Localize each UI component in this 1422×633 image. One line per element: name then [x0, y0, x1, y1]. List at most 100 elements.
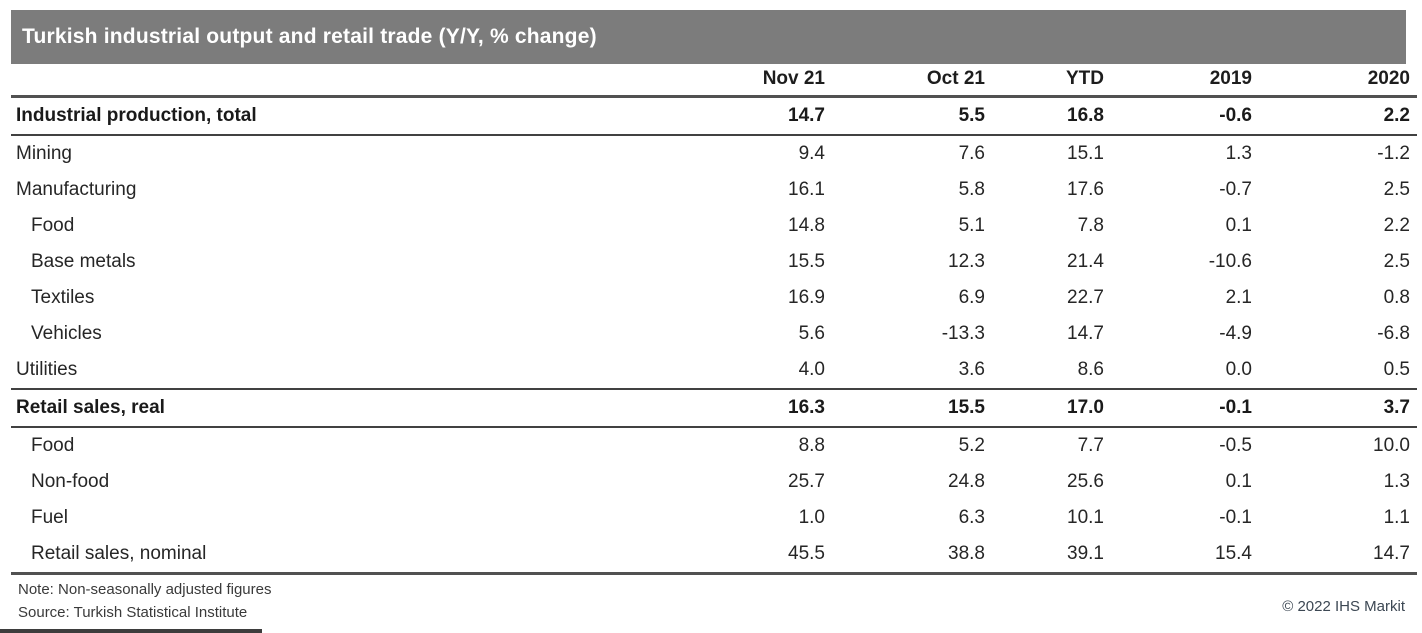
- cell-value: 17.0: [1067, 397, 1104, 418]
- cell-value: 5.6: [798, 323, 825, 344]
- cell-value: 0.1: [1225, 215, 1252, 236]
- row-label: Non-food: [31, 471, 110, 492]
- cell-value: -13.3: [941, 323, 985, 344]
- cell-value: 10.0: [1373, 435, 1410, 456]
- cell-value: 10.1: [1067, 507, 1104, 528]
- data-table: Nov 21 Oct 21 YTD 2019 2020 Industrial p…: [11, 64, 1417, 575]
- table-row: Base metals 15.5 12.3 21.4 -10.6 2.5: [11, 244, 1417, 280]
- cell-value: 3.7: [1383, 397, 1410, 418]
- row-label: Manufacturing: [16, 179, 137, 200]
- cell-value: -6.8: [1377, 323, 1410, 344]
- table-row: Food 8.8 5.2 7.7 -0.5 10.0: [11, 427, 1417, 464]
- row-label: Food: [31, 435, 75, 456]
- row-label: Vehicles: [31, 323, 102, 344]
- cell-value: 39.1: [1067, 543, 1104, 564]
- cell-value: 5.5: [958, 105, 985, 126]
- row-label: Base metals: [31, 251, 136, 272]
- cell-value: 1.3: [1225, 143, 1252, 164]
- cell-value: 45.5: [788, 543, 825, 564]
- column-header-row: Nov 21 Oct 21 YTD 2019 2020: [11, 64, 1417, 97]
- cell-value: 15.1: [1067, 143, 1104, 164]
- row-label: Fuel: [31, 507, 68, 528]
- cell-value: 5.2: [958, 435, 985, 456]
- cell-value: 2.2: [1383, 105, 1410, 126]
- table-row: Industrial production, total 14.7 5.5 16.8 -…: [11, 96, 1417, 135]
- column-header-2019: 2019: [1209, 67, 1252, 89]
- table-row: Utilities 4.0 3.6 8.6 0.0 0.5: [11, 352, 1417, 389]
- table-row: Food 14.8 5.1 7.8 0.1 2.2: [11, 208, 1417, 244]
- cell-value: -10.6: [1208, 251, 1252, 272]
- cell-value: 14.8: [788, 215, 825, 236]
- cell-value: -0.1: [1219, 397, 1252, 418]
- cell-value: 6.9: [958, 287, 985, 308]
- cell-value: 3.6: [958, 359, 985, 380]
- cell-value: 0.1: [1225, 471, 1252, 492]
- column-header-label: [11, 64, 672, 97]
- cell-value: -4.9: [1219, 323, 1252, 344]
- cell-value: -0.1: [1219, 507, 1252, 528]
- cell-value: 15.5: [948, 397, 985, 418]
- cell-value: 25.7: [788, 471, 825, 492]
- cell-value: 5.8: [958, 179, 985, 200]
- cell-value: 2.2: [1383, 215, 1410, 236]
- cell-value: 25.6: [1067, 471, 1104, 492]
- cell-value: 14.7: [1373, 543, 1410, 564]
- bottom-left-accent-bar: [0, 629, 262, 633]
- cell-value: 9.4: [798, 143, 825, 164]
- cell-value: 8.6: [1077, 359, 1104, 380]
- cell-value: 7.8: [1077, 215, 1104, 236]
- cell-value: 38.8: [948, 543, 985, 564]
- cell-value: 7.6: [958, 143, 985, 164]
- cell-value: 16.9: [788, 287, 825, 308]
- cell-value: 14.7: [788, 105, 825, 126]
- cell-value: -0.6: [1219, 105, 1252, 126]
- cell-value: 2.1: [1225, 287, 1252, 308]
- cell-value: 2.5: [1383, 251, 1410, 272]
- table-row: Retail sales, nominal 45.5 38.8 39.1 15.4 14.…: [11, 536, 1417, 574]
- cell-value: 21.4: [1067, 251, 1104, 272]
- table-title: Turkish industrial output and retail tra…: [22, 25, 597, 48]
- table-row: Textiles 16.9 6.9 22.7 2.1 0.8: [11, 280, 1417, 316]
- cell-value: 8.8: [798, 435, 825, 456]
- cell-value: 0.5: [1383, 359, 1410, 380]
- cell-value: 4.0: [798, 359, 825, 380]
- table-row: Vehicles 5.6 -13.3 14.7 -4.9 -6.8: [11, 316, 1417, 352]
- cell-value: 0.0: [1225, 359, 1252, 380]
- cell-value: 1.1: [1383, 507, 1410, 528]
- source-text: Source: Turkish Statistical Institute: [18, 604, 248, 621]
- cell-value: 7.7: [1077, 435, 1104, 456]
- cell-value: 16.3: [788, 397, 825, 418]
- table-row: Manufacturing 16.1 5.8 17.6 -0.7 2.5: [11, 172, 1417, 208]
- cell-value: -0.7: [1219, 179, 1252, 200]
- column-header-nov21: Nov 21: [762, 67, 825, 89]
- row-label: Mining: [16, 143, 72, 164]
- copyright-text: © 2022 IHS Markit: [1282, 598, 1405, 615]
- table-title-bar: Turkish industrial output and retail tra…: [11, 10, 1406, 64]
- cell-value: 22.7: [1067, 287, 1104, 308]
- cell-value: 0.8: [1383, 287, 1410, 308]
- row-label: Food: [31, 215, 75, 236]
- cell-value: 16.1: [788, 179, 825, 200]
- cell-value: -0.5: [1219, 435, 1252, 456]
- cell-value: 24.8: [948, 471, 985, 492]
- table-row: Mining 9.4 7.6 15.1 1.3 -1.2: [11, 135, 1417, 172]
- cell-value: 15.4: [1215, 543, 1252, 564]
- row-label: Textiles: [31, 287, 95, 308]
- row-label: Utilities: [16, 359, 78, 380]
- table-row: Retail sales, real 16.3 15.5 17.0 -0.1 3.7: [11, 389, 1417, 427]
- cell-value: -1.2: [1377, 143, 1410, 164]
- table-row: Non-food 25.7 24.8 25.6 0.1 1.3: [11, 464, 1417, 500]
- cell-value: 5.1: [958, 215, 985, 236]
- column-header-2020: 2020: [1367, 67, 1410, 89]
- cell-value: 6.3: [958, 507, 985, 528]
- note-text: Note: Non-seasonally adjusted figures: [18, 581, 272, 598]
- table-row: Fuel 1.0 6.3 10.1 -0.1 1.1: [11, 500, 1417, 536]
- row-label: Industrial production, total: [16, 105, 257, 126]
- cell-value: 1.0: [798, 507, 825, 528]
- cell-value: 2.5: [1383, 179, 1410, 200]
- cell-value: 14.7: [1067, 323, 1104, 344]
- cell-value: 15.5: [788, 251, 825, 272]
- cell-value: 16.8: [1067, 105, 1104, 126]
- cell-value: 12.3: [948, 251, 985, 272]
